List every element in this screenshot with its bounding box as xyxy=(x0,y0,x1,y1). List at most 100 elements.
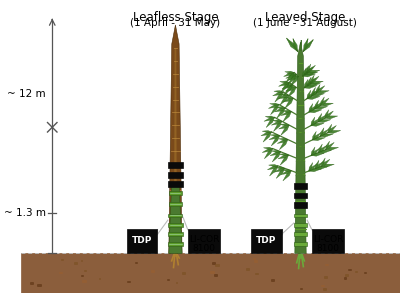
Polygon shape xyxy=(311,147,315,156)
Bar xyxy=(251,229,282,253)
Bar xyxy=(344,277,346,279)
Polygon shape xyxy=(328,130,341,133)
Polygon shape xyxy=(281,112,291,116)
Polygon shape xyxy=(312,132,316,140)
Polygon shape xyxy=(307,92,316,99)
Polygon shape xyxy=(272,120,282,122)
Bar xyxy=(21,253,400,293)
Polygon shape xyxy=(280,124,289,126)
Text: TDP: TDP xyxy=(132,237,152,246)
Polygon shape xyxy=(282,110,291,113)
Bar xyxy=(294,213,307,217)
Bar xyxy=(151,270,154,272)
Bar xyxy=(168,242,183,246)
Polygon shape xyxy=(310,75,314,84)
Text: LI-COR: LI-COR xyxy=(313,235,343,244)
Polygon shape xyxy=(318,144,322,153)
Polygon shape xyxy=(287,39,298,51)
Polygon shape xyxy=(283,83,293,86)
Polygon shape xyxy=(315,160,319,169)
Polygon shape xyxy=(281,171,291,175)
Polygon shape xyxy=(270,152,281,156)
Polygon shape xyxy=(311,118,320,126)
Bar xyxy=(176,282,177,283)
Polygon shape xyxy=(263,132,272,142)
Polygon shape xyxy=(311,148,320,156)
Polygon shape xyxy=(311,153,324,156)
Bar xyxy=(182,272,186,274)
Polygon shape xyxy=(307,90,311,99)
Polygon shape xyxy=(325,111,334,118)
Polygon shape xyxy=(316,84,320,93)
Polygon shape xyxy=(318,150,331,153)
Polygon shape xyxy=(286,87,296,91)
Polygon shape xyxy=(326,142,334,150)
Polygon shape xyxy=(311,117,315,126)
Polygon shape xyxy=(309,104,313,112)
Polygon shape xyxy=(320,134,333,137)
Polygon shape xyxy=(304,79,308,88)
Polygon shape xyxy=(325,110,329,118)
Polygon shape xyxy=(271,136,280,146)
Polygon shape xyxy=(316,86,325,93)
Polygon shape xyxy=(270,134,280,137)
Bar xyxy=(214,274,217,276)
Polygon shape xyxy=(288,76,298,80)
Polygon shape xyxy=(270,166,278,176)
Bar xyxy=(169,202,182,206)
Polygon shape xyxy=(263,147,273,149)
Polygon shape xyxy=(262,131,272,133)
Polygon shape xyxy=(293,39,298,51)
Polygon shape xyxy=(279,154,289,156)
Bar xyxy=(345,274,348,276)
Bar xyxy=(188,229,220,253)
Text: LI-COR: LI-COR xyxy=(189,235,219,244)
Polygon shape xyxy=(320,129,329,136)
Bar xyxy=(212,262,215,264)
Polygon shape xyxy=(279,94,288,96)
Polygon shape xyxy=(289,75,298,77)
Polygon shape xyxy=(281,82,289,93)
Polygon shape xyxy=(278,155,289,159)
Polygon shape xyxy=(307,65,316,73)
Polygon shape xyxy=(284,85,293,95)
Polygon shape xyxy=(270,104,279,115)
Polygon shape xyxy=(314,101,323,109)
Polygon shape xyxy=(315,162,324,169)
Polygon shape xyxy=(309,163,313,171)
Bar xyxy=(312,229,344,253)
Polygon shape xyxy=(326,141,330,150)
Polygon shape xyxy=(302,68,306,76)
Bar xyxy=(169,191,182,194)
Bar xyxy=(167,279,169,280)
Polygon shape xyxy=(265,116,275,118)
Bar xyxy=(37,284,40,287)
Polygon shape xyxy=(321,159,330,166)
Polygon shape xyxy=(320,97,324,105)
Polygon shape xyxy=(268,104,279,108)
Bar xyxy=(294,223,307,227)
Bar xyxy=(127,281,130,282)
Bar xyxy=(168,162,183,168)
Polygon shape xyxy=(328,126,336,133)
Polygon shape xyxy=(309,169,322,172)
Bar xyxy=(82,280,86,282)
Bar xyxy=(99,278,100,279)
Polygon shape xyxy=(310,76,319,84)
Polygon shape xyxy=(325,116,338,119)
Polygon shape xyxy=(318,119,331,123)
Polygon shape xyxy=(280,81,289,83)
Text: ~ 12 m: ~ 12 m xyxy=(7,89,46,99)
Polygon shape xyxy=(261,132,272,136)
Polygon shape xyxy=(274,91,283,93)
Bar xyxy=(324,276,327,278)
Bar xyxy=(210,271,214,273)
Text: 8100: 8100 xyxy=(192,244,215,253)
Polygon shape xyxy=(277,140,288,144)
Polygon shape xyxy=(320,128,324,136)
Bar xyxy=(74,262,77,264)
Bar xyxy=(81,275,83,277)
Polygon shape xyxy=(309,105,318,112)
Bar xyxy=(168,181,183,187)
Bar xyxy=(30,282,33,284)
